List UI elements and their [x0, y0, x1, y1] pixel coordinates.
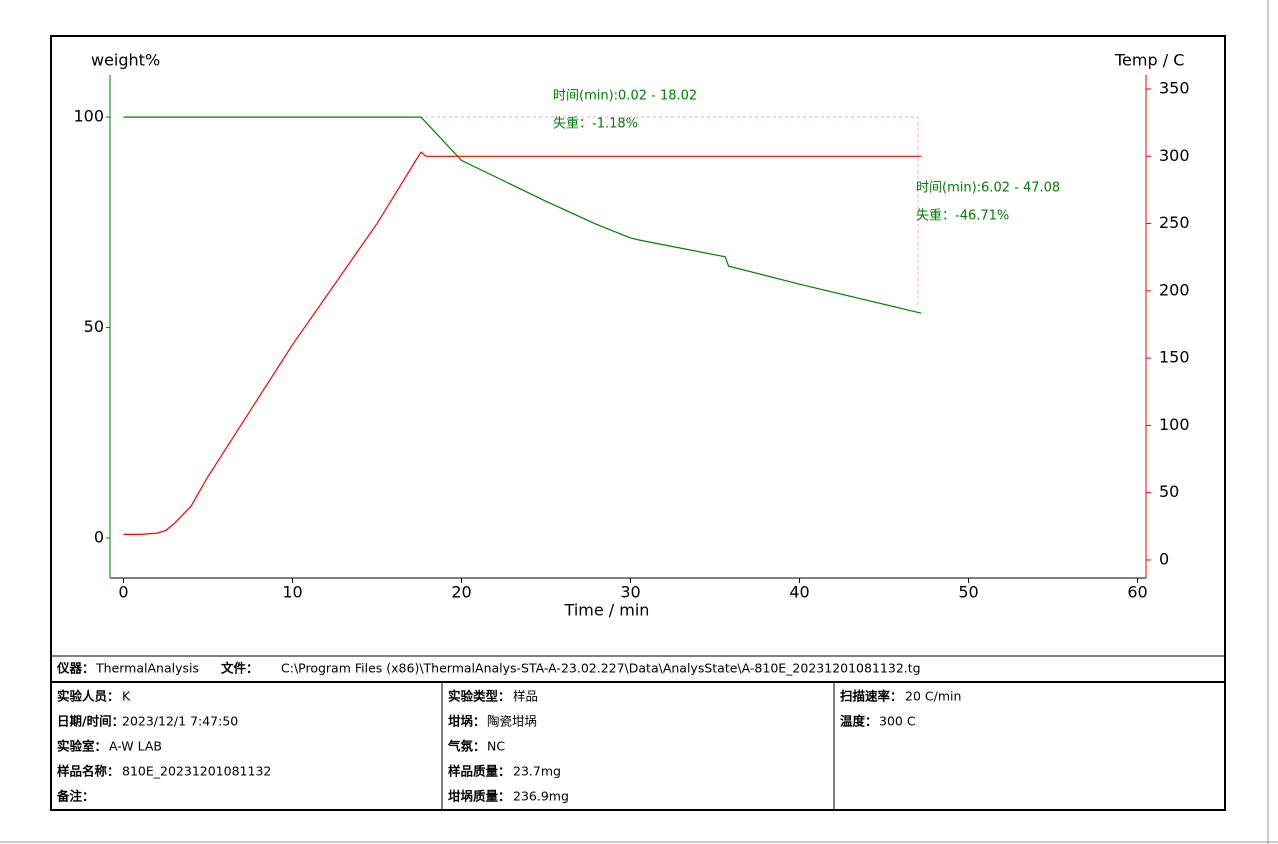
info-label: 温度： — [840, 714, 878, 729]
x-tick-label: 10 — [282, 583, 302, 602]
info-label: 坩埚： — [448, 714, 486, 729]
range-box — [419, 116, 919, 308]
info-value: K — [122, 689, 131, 704]
data-line — [123, 116, 922, 314]
y2-tick-label: 0 — [1159, 549, 1169, 568]
info-label: 样品质量： — [448, 764, 511, 779]
y2-tick-label: 250 — [1159, 213, 1190, 232]
x-tick-label: 60 — [1127, 583, 1147, 602]
y2-tick-label: 350 — [1159, 78, 1190, 97]
info-label: 气氛： — [447, 739, 486, 754]
x-tick-label: 50 — [958, 583, 978, 602]
y2-axis-label: Temp / C — [1114, 51, 1184, 70]
y2-tick-label: 300 — [1159, 146, 1190, 165]
y-tick-label: 0 — [94, 528, 104, 547]
y2-tick-label: 150 — [1159, 348, 1190, 367]
info-value: NC — [487, 739, 505, 754]
y-tick-label: 50 — [84, 317, 104, 336]
info-label: 实验人员： — [57, 689, 120, 704]
x-tick-label: 30 — [620, 583, 640, 602]
annotation: 失重：-46.71% — [916, 208, 1009, 224]
x-axis-label: Time / min — [564, 601, 650, 620]
y-tick-label: 100 — [73, 107, 104, 126]
annotation: 失重：-1.18% — [553, 116, 638, 132]
y2-tick-label: 100 — [1159, 415, 1190, 434]
info-value: A-W LAB — [109, 739, 162, 754]
x-tick-label: 40 — [789, 583, 809, 602]
data-line — [123, 151, 922, 535]
info-value: 236.9mg — [513, 789, 569, 804]
info-label: 文件： — [221, 661, 259, 676]
info-value: ThermalAnalysis — [95, 661, 199, 676]
info-value: 样品 — [513, 689, 538, 704]
info-label: 实验室： — [57, 739, 107, 754]
y2-tick-label: 50 — [1159, 482, 1179, 501]
frame — [50, 35, 1226, 811]
info-value: 23.7mg — [513, 764, 561, 779]
annotation: 时间(min):6.02 - 47.08 — [916, 181, 1060, 196]
info-label: 实验类型： — [448, 689, 511, 704]
info-value: 陶瓷坩埚 — [487, 714, 537, 729]
info-value: C:\Program Files (x86)\ThermalAnalys-STA… — [281, 661, 921, 676]
annotation: 时间(min):0.02 - 18.02 — [553, 89, 697, 104]
info-label: 日期/时间： — [57, 714, 124, 729]
info-label: 样品名称： — [57, 764, 120, 779]
info-label: 扫描速率： — [840, 689, 903, 704]
info-label: 仪器： — [56, 661, 95, 676]
info-value: 300 C — [879, 714, 916, 729]
info-value: 810E_20231201081132 — [122, 764, 271, 779]
y2-tick-label: 200 — [1159, 280, 1190, 299]
x-tick-label: 0 — [118, 583, 128, 602]
info-label: 坩埚质量： — [448, 789, 511, 804]
info-value: 2023/12/1 7:47:50 — [122, 714, 238, 729]
y-axis-label: weight% — [91, 51, 160, 70]
info-label: 备注： — [56, 789, 95, 804]
x-tick-label: 20 — [451, 583, 471, 602]
info-value: 20 C/min — [905, 689, 961, 704]
